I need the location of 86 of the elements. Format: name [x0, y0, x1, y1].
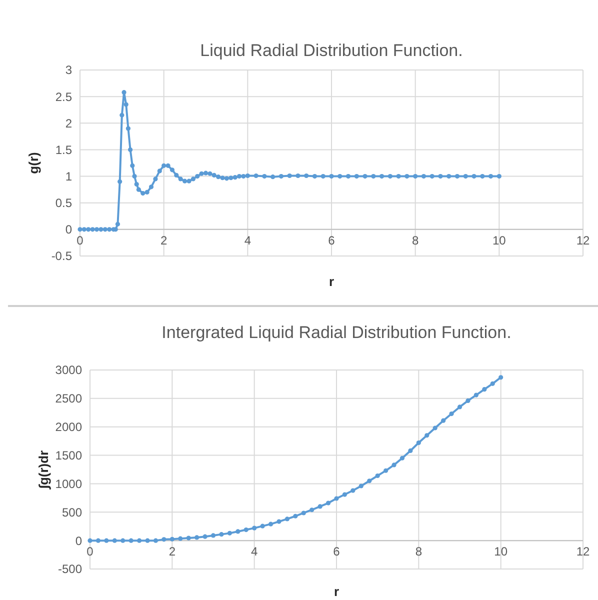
- point: [474, 392, 478, 398]
- y-tick-label: 2.5: [55, 90, 72, 104]
- point: [88, 538, 92, 543]
- point: [120, 538, 126, 543]
- point: [219, 532, 224, 537]
- y-tick-label: -500: [58, 562, 82, 576]
- point: [334, 496, 339, 501]
- y-tick-label: 0: [75, 534, 82, 548]
- y-tick-label: 2000: [55, 420, 82, 434]
- x-tick-label: 6: [328, 233, 336, 248]
- point: [424, 433, 430, 438]
- point: [162, 537, 166, 542]
- point: [350, 488, 356, 493]
- point: [202, 534, 208, 539]
- point: [137, 538, 142, 543]
- point: [210, 533, 216, 538]
- point: [466, 398, 470, 404]
- y-tick-label: 0.5: [55, 196, 72, 210]
- x-tick-label: 8: [415, 544, 422, 559]
- point: [367, 478, 372, 484]
- x-axis-title: r: [334, 584, 340, 599]
- point: [153, 538, 158, 543]
- point: [498, 375, 504, 380]
- point: [441, 418, 446, 423]
- point: [284, 516, 290, 522]
- point: [358, 484, 364, 488]
- point: [268, 522, 274, 526]
- x-tick-label: 12: [576, 233, 590, 248]
- point: [293, 514, 298, 518]
- point: [104, 538, 109, 543]
- point: [326, 500, 331, 506]
- y-tick-label: 1500: [55, 448, 82, 462]
- x-tick-label: 2: [168, 544, 176, 559]
- y-tick-label: 2500: [55, 392, 82, 406]
- point: [112, 538, 117, 543]
- y-tick-label: 3000: [55, 363, 82, 378]
- x-tick-label: 12: [576, 544, 590, 559]
- point: [384, 468, 388, 473]
- point: [96, 538, 101, 543]
- point: [408, 448, 413, 454]
- y-tick-label: -0.5: [51, 249, 72, 264]
- point: [490, 381, 495, 386]
- y-tick-label: 2: [65, 116, 72, 130]
- y-tick-label: 0: [65, 222, 72, 237]
- point: [276, 519, 282, 524]
- point: [227, 530, 232, 536]
- x-tick-label: 2: [160, 233, 168, 248]
- point: [342, 492, 348, 497]
- y-tick-label: 1000: [55, 476, 82, 491]
- x-tick-label: 0: [86, 544, 94, 559]
- point: [449, 411, 454, 416]
- y-tick-label: 500: [62, 505, 82, 520]
- point: [301, 510, 306, 516]
- point: [244, 527, 248, 532]
- y-axis-title: ∫g(r)dr: [36, 450, 51, 490]
- point: [145, 538, 150, 543]
- y-axis-title: g(r): [26, 152, 41, 174]
- point: [178, 536, 183, 541]
- point: [392, 462, 396, 468]
- point: [482, 387, 487, 392]
- x-tick-label: 4: [250, 544, 258, 559]
- chart-title: Intergrated Liquid Radial Distribution Function.: [162, 323, 512, 342]
- point: [416, 440, 421, 446]
- x-tick-label: 10: [494, 544, 508, 559]
- x-tick-label: 6: [333, 544, 340, 559]
- x-axis-title: r: [328, 274, 334, 289]
- point: [260, 524, 265, 528]
- point: [194, 535, 200, 540]
- point: [432, 426, 438, 430]
- point: [236, 529, 240, 534]
- y-tick-label: 1: [65, 169, 72, 184]
- point: [252, 526, 257, 530]
- x-tick-label: 8: [412, 233, 419, 248]
- point: [375, 473, 380, 478]
- point: [318, 504, 322, 509]
- point: [128, 538, 134, 543]
- x-tick-label: 10: [492, 233, 506, 248]
- x-tick-label: 4: [244, 233, 252, 248]
- point: [170, 536, 174, 542]
- point: [457, 404, 462, 410]
- y-tick-label: 1.5: [55, 142, 72, 157]
- point: [400, 456, 405, 460]
- y-tick-label: 3: [65, 63, 72, 78]
- point: [310, 508, 314, 512]
- point: [186, 536, 191, 540]
- chart-title: Liquid Radial Distribution Function.: [200, 41, 463, 60]
